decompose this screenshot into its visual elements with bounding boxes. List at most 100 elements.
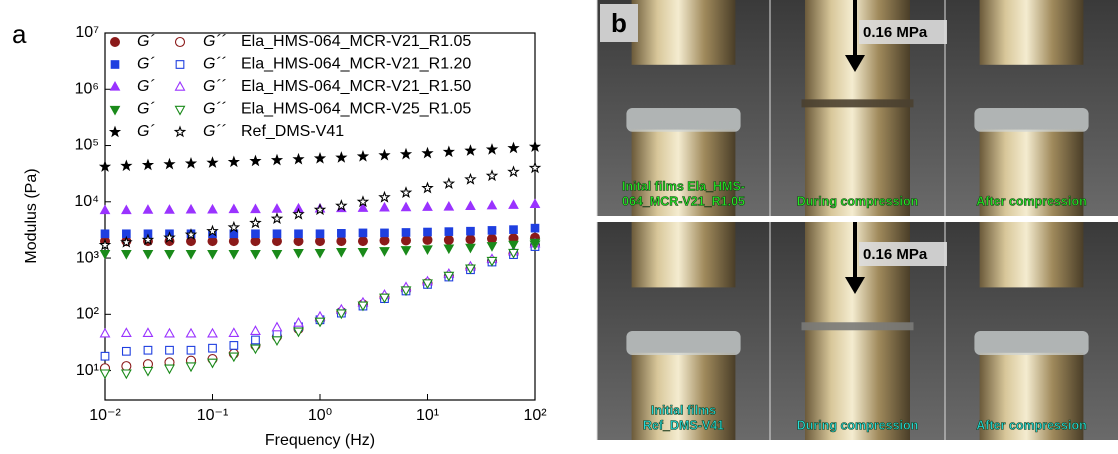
sample-film [801,99,914,108]
pressure-arrowhead [845,277,865,294]
data-point [164,204,175,214]
panel-label: a [12,19,27,49]
legend-label: Ela_HMS-064_MCR-V21_R1.05 [241,33,471,50]
photo-caption: During compression [797,418,919,432]
panel-label-box [600,4,638,42]
data-point [485,169,499,182]
data-point [250,249,261,260]
data-point [509,225,518,234]
data-point [271,203,283,213]
data-point [380,228,389,238]
data-point [292,152,305,165]
y-axis-label: Modulus (Pa) [23,168,40,263]
data-point [465,264,476,275]
data-point [121,361,132,372]
data-point [442,145,455,158]
pressure-arrowhead [845,55,865,72]
data-point [356,195,370,208]
data-point [529,198,541,209]
sample-film [801,322,914,331]
data-point [400,286,412,297]
sample-film [626,331,741,355]
x-tick-label: 10⁻² [89,407,121,424]
data-point [421,181,434,194]
data-point [164,249,175,260]
data-point [486,199,498,210]
legend-marker [110,37,120,47]
data-point [185,362,197,373]
data-point [207,358,218,369]
data-point [486,242,498,252]
data-point [464,144,477,156]
data-point [356,150,370,162]
legend-label: G´ [137,78,155,95]
panel-label: b [611,8,627,38]
data-point [228,203,240,214]
data-point [142,327,154,337]
data-point [228,249,240,260]
y-tick-label: 10⁵ [75,137,99,154]
photo-caption: Ref_DMS-V41 [643,418,724,432]
data-point [293,248,304,259]
legend-label: G´´ [203,101,227,118]
data-point [100,229,110,239]
legend-label: G´´ [203,123,227,140]
legend-label: G´ [137,101,155,118]
legend-label: Ela_HMS-064_MCR-V25_R1.05 [241,101,471,118]
data-point [293,327,304,338]
data-point [465,243,476,254]
data-point [185,203,197,214]
pressure-label: 0.16 MPa [863,246,928,263]
data-point [487,226,497,235]
legend-label: Ref_DMS-V41 [241,123,344,140]
data-point [443,200,455,211]
data-point [335,151,348,163]
data-point [444,227,454,236]
data-point [313,151,327,164]
y-tick-label: 10² [76,306,100,323]
data-point [249,154,262,167]
data-point [121,204,132,215]
data-point [357,301,369,312]
sample-film [974,331,1089,355]
data-point [357,202,369,212]
data-point [358,228,368,238]
data-point [120,159,133,172]
data-point [508,199,519,209]
data-point [99,249,111,260]
data-point [227,155,240,168]
legend-marker [175,60,185,69]
x-tick-label: 10⁻¹ [197,407,229,424]
data-point [249,216,262,229]
data-point [421,146,434,159]
data-point [184,157,198,169]
data-point [271,321,283,332]
sample-film [974,108,1089,132]
data-point [206,156,219,168]
data-point [228,327,240,337]
data-point [529,238,541,249]
data-point [185,249,197,260]
data-point [227,220,241,233]
data-point [228,352,240,363]
photo-caption: After compression [976,418,1086,432]
data-point [443,244,455,255]
photo-panel: Inital films Ela_HMS-064_MCR-V21_R1.05 Du… [596,0,1118,440]
data-point [186,345,196,355]
data-point [508,240,519,251]
data-point [99,327,111,338]
data-point [121,249,132,260]
photo-caption: Initial films [651,403,716,417]
piston [979,0,1084,65]
data-point [485,143,499,155]
data-point [401,235,412,246]
data-point [142,249,154,260]
data-point [528,140,542,152]
data-point [164,364,175,375]
data-point [272,229,282,239]
legend-label: G´ [137,123,155,140]
y-tick-label: 10⁴ [74,193,99,210]
legend-label: G´´ [203,33,227,50]
data-point [251,229,260,239]
data-point [121,346,131,356]
